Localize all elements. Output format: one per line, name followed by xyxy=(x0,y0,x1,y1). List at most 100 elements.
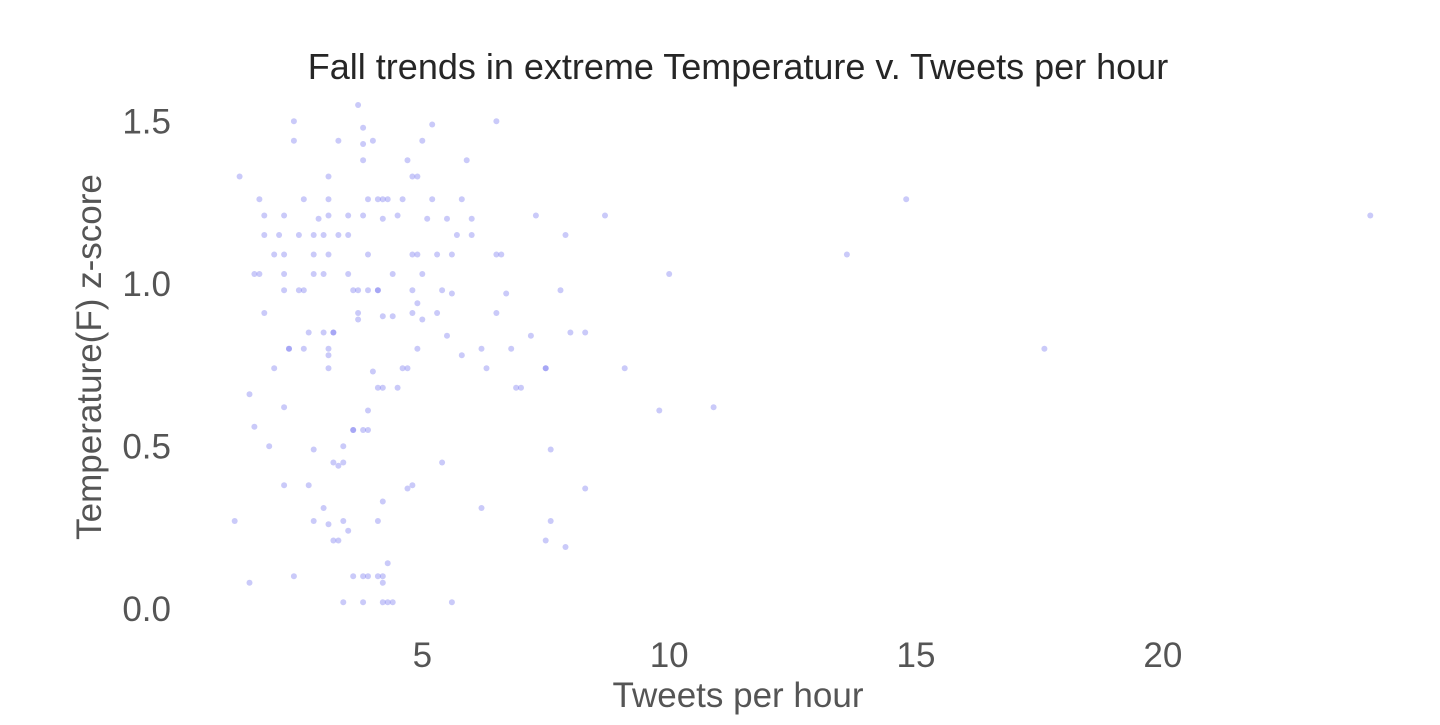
data-point xyxy=(602,212,608,219)
data-point xyxy=(261,310,268,316)
data-point xyxy=(320,271,327,277)
y-tick-labels: 0.0 0.5 1.0 1.5 xyxy=(122,102,171,629)
x-tick-labels: 5 10 15 20 xyxy=(413,636,1183,675)
data-point xyxy=(360,427,367,433)
data-point xyxy=(542,365,549,372)
data-point xyxy=(389,313,396,320)
data-point xyxy=(656,407,663,414)
data-point xyxy=(360,212,367,219)
data-point xyxy=(310,271,317,277)
data-point xyxy=(320,232,327,238)
data-point xyxy=(310,232,317,238)
y-tick-label: 0.5 xyxy=(122,427,171,466)
data-point xyxy=(340,599,347,606)
data-point xyxy=(360,599,367,606)
data-point xyxy=(374,573,381,580)
data-point xyxy=(236,173,243,180)
data-point xyxy=(508,345,515,352)
data-point xyxy=(409,310,416,316)
data-point xyxy=(399,365,406,372)
data-point xyxy=(444,215,450,222)
data-point xyxy=(305,329,312,336)
data-point xyxy=(369,137,376,144)
y-tick-label: 0.0 xyxy=(122,590,171,629)
data-point xyxy=(365,287,371,294)
data-point xyxy=(409,173,416,180)
data-point xyxy=(374,518,381,524)
data-point xyxy=(439,287,446,294)
data-point xyxy=(345,232,352,238)
data-point xyxy=(295,287,302,294)
data-point xyxy=(365,251,371,258)
data-point xyxy=(320,505,327,511)
data-point xyxy=(345,271,352,277)
data-point xyxy=(251,271,258,277)
x-tick-label: 20 xyxy=(1143,636,1182,675)
data-point xyxy=(340,518,347,524)
data-point xyxy=(414,300,421,307)
data-point xyxy=(350,427,357,433)
data-point xyxy=(374,384,381,391)
data-point xyxy=(330,329,337,336)
data-point xyxy=(246,391,253,398)
data-point xyxy=(281,251,288,258)
data-point xyxy=(503,290,510,297)
data-point xyxy=(379,579,386,586)
data-point xyxy=(458,352,465,359)
data-point xyxy=(483,365,490,372)
x-tick-label: 15 xyxy=(897,636,936,675)
data-point xyxy=(374,196,381,203)
data-point xyxy=(463,157,470,164)
data-point xyxy=(843,251,850,258)
data-point xyxy=(345,212,352,219)
data-point xyxy=(276,232,283,238)
data-point xyxy=(379,384,386,391)
data-point xyxy=(666,271,673,277)
data-point xyxy=(261,232,268,238)
data-point xyxy=(310,518,317,524)
data-point xyxy=(582,485,589,492)
data-point xyxy=(281,404,288,411)
data-point xyxy=(562,544,569,550)
data-point xyxy=(493,251,500,258)
data-point xyxy=(389,271,396,277)
data-point xyxy=(379,215,386,222)
data-point xyxy=(290,137,297,144)
data-point xyxy=(256,271,263,277)
data-point xyxy=(256,196,263,203)
data-point xyxy=(340,459,347,466)
data-point xyxy=(365,407,371,414)
data-point xyxy=(379,599,386,606)
data-point xyxy=(394,384,401,391)
data-point xyxy=(355,310,362,316)
data-point xyxy=(448,599,455,606)
data-point xyxy=(340,443,347,450)
y-tick-label: 1.0 xyxy=(122,265,171,304)
data-point xyxy=(527,332,534,339)
data-point xyxy=(419,137,426,144)
data-point xyxy=(389,599,396,606)
data-point xyxy=(315,215,322,222)
data-point xyxy=(439,459,446,466)
x-tick-label: 10 xyxy=(650,636,689,675)
data-point xyxy=(286,345,292,352)
y-tick-label: 1.5 xyxy=(122,102,171,141)
data-point xyxy=(384,599,391,606)
data-point xyxy=(493,310,500,316)
data-point xyxy=(281,287,288,294)
data-point xyxy=(419,271,426,277)
data-point xyxy=(424,215,431,222)
data-point xyxy=(325,212,332,219)
data-point xyxy=(379,498,386,505)
data-point xyxy=(444,332,450,339)
data-point xyxy=(414,251,421,258)
x-axis-label: Tweets per hour xyxy=(613,676,864,715)
data-point xyxy=(355,287,362,294)
data-point xyxy=(468,232,475,238)
data-point xyxy=(365,427,371,433)
data-point xyxy=(335,137,342,144)
data-point xyxy=(350,427,357,433)
data-point xyxy=(335,537,342,544)
data-point xyxy=(562,232,569,238)
